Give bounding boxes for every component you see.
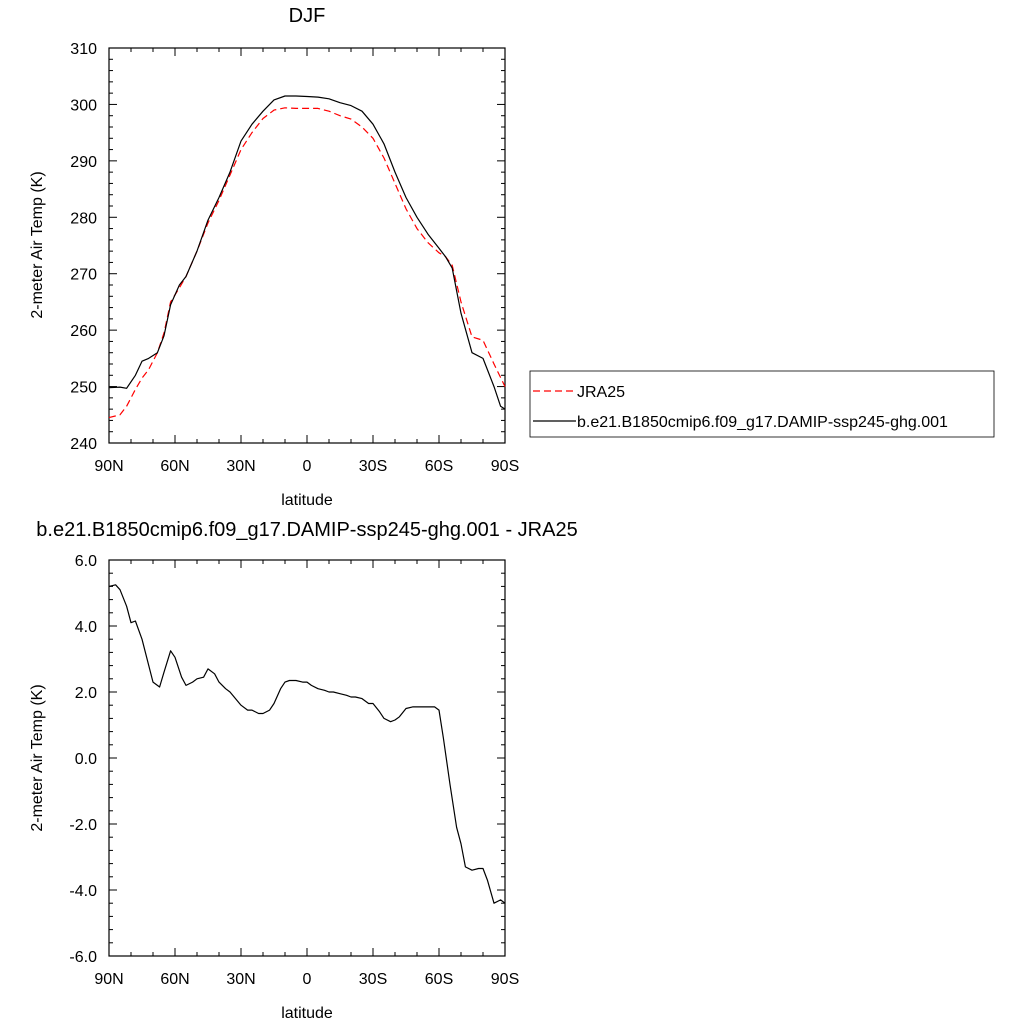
bottom-series-lines — [108, 584, 506, 904]
top-y-tick-label: 250 — [70, 380, 97, 397]
top-y-tick-label: 310 — [70, 41, 97, 58]
top-x-tick-label: 30S — [359, 458, 387, 475]
top-x-tick-label: 0 — [303, 458, 312, 475]
bottom-series-line-0 — [108, 584, 506, 904]
top-y-tick-label: 270 — [70, 267, 97, 284]
bottom-y-tick-label: 6.0 — [75, 553, 97, 570]
bottom-axis-ticks: 90N 60N 30N 0 30S 60S 90S -6.0 -4.0 -2.0 0.0 2.0 4.0… — [69, 553, 519, 988]
top-series-line-1 — [108, 95, 506, 410]
bottom-x-tick-label: 60S — [425, 971, 453, 988]
top-chart-title: DJF — [289, 5, 326, 27]
bottom-y-tick-label: 0.0 — [75, 751, 97, 768]
top-y-tick-label: 290 — [70, 154, 97, 171]
bottom-y-tick-label: -6.0 — [69, 949, 97, 966]
top-panel: DJF 90N 60N 30N 0 30S 60S 90S 240 250 260 270 280 29… — [29, 5, 995, 509]
top-x-tick-label: 30N — [226, 458, 255, 475]
bottom-x-tick-label: 90S — [491, 971, 519, 988]
top-plot-frame — [108, 47, 506, 444]
top-y-tick-label: 260 — [70, 323, 97, 340]
bottom-x-tick-label: 30N — [226, 971, 255, 988]
bottom-y-tick-label: -4.0 — [69, 883, 97, 900]
bottom-y-axis-label: 2-meter Air Temp (K) — [29, 684, 46, 831]
top-x-tick-label: 60S — [425, 458, 453, 475]
bottom-y-tick-label: 2.0 — [75, 685, 97, 702]
bottom-x-tick-label: 0 — [303, 971, 312, 988]
top-y-tick-label: 300 — [70, 97, 97, 114]
legend-label-model: b.e21.B1850cmip6.f09_g17.DAMIP-ssp245-gh… — [577, 414, 948, 431]
legend-label-jra25: JRA25 — [577, 384, 625, 401]
top-y-tick-label: 280 — [70, 210, 97, 227]
bottom-x-tick-label: 90N — [94, 971, 123, 988]
top-x-axis-label: latitude — [281, 492, 333, 509]
top-series-lines — [108, 95, 506, 419]
legend: JRA25 b.e21.B1850cmip6.f09_g17.DAMIP-ssp… — [529, 370, 995, 438]
bottom-plot-frame — [108, 559, 506, 957]
top-x-tick-label: 90S — [491, 458, 519, 475]
bottom-x-tick-label: 60N — [160, 971, 189, 988]
top-axis-ticks: 90N 60N 30N 0 30S 60S 90S 240 250 260 270 280 290 300… — [70, 41, 519, 475]
bottom-panel: b.e21.B1850cmip6.f09_g17.DAMIP-ssp245-gh… — [29, 519, 578, 1022]
top-y-axis-label: 2-meter Air Temp (K) — [29, 171, 46, 318]
top-x-tick-label: 60N — [160, 458, 189, 475]
bottom-y-tick-label: -2.0 — [69, 817, 97, 834]
bottom-x-axis-label: latitude — [281, 1005, 333, 1022]
top-y-tick-label: 240 — [70, 436, 97, 453]
bottom-x-tick-label: 30S — [359, 971, 387, 988]
bottom-chart-title: b.e21.B1850cmip6.f09_g17.DAMIP-ssp245-gh… — [36, 519, 577, 541]
legend-box — [529, 370, 995, 438]
top-series-line-0 — [108, 107, 506, 419]
bottom-y-tick-label: 4.0 — [75, 619, 97, 636]
top-x-tick-label: 90N — [94, 458, 123, 475]
